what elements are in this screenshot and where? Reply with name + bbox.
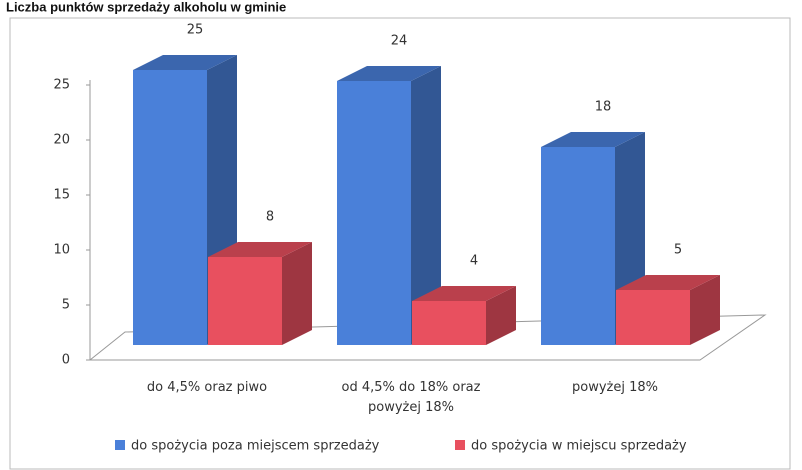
bar [541,147,615,345]
bar [412,301,486,345]
bar-top [208,242,312,257]
bar-side [282,242,312,345]
bar-top [616,275,720,290]
x-tick-label: od 4,5% do 18% oraz powyżej 18% [341,380,481,415]
bar-side [690,275,720,345]
data-label: 5 [674,243,682,258]
y-tick-label: 20 [53,133,70,148]
bar-side [411,66,441,345]
y-tick-label: 25 [53,78,70,93]
data-label: 24 [391,34,408,49]
chart-title: Liczba punktów sprzedaży alkoholu w gmin… [6,0,286,14]
x-tick-label: do 4,5% oraz piwo [146,380,268,395]
legend-label: do spożycia poza miejscem sprzedaży [131,439,380,454]
legend-swatch [115,440,125,450]
y-tick-label: 10 [53,243,70,258]
y-tick-label: 0 [62,353,70,368]
data-label: 18 [595,100,612,115]
bar-side [486,286,516,345]
data-label: 4 [470,254,478,269]
legend-label: do spożycia w miejscu sprzedaży [471,439,687,454]
y-tick-label: 15 [53,188,70,203]
bar-top [412,286,516,301]
bar [208,257,282,345]
bar-top [541,132,645,147]
bar [616,290,690,345]
y-tick-label: 5 [62,298,70,313]
bar [337,81,411,345]
bar-top [133,55,237,70]
data-label: 8 [266,210,274,225]
legend-swatch [455,440,465,450]
bar [133,70,207,345]
data-label: 25 [187,23,204,38]
x-tick-label: powyżej 18% [572,380,658,395]
bar-top [337,66,441,81]
